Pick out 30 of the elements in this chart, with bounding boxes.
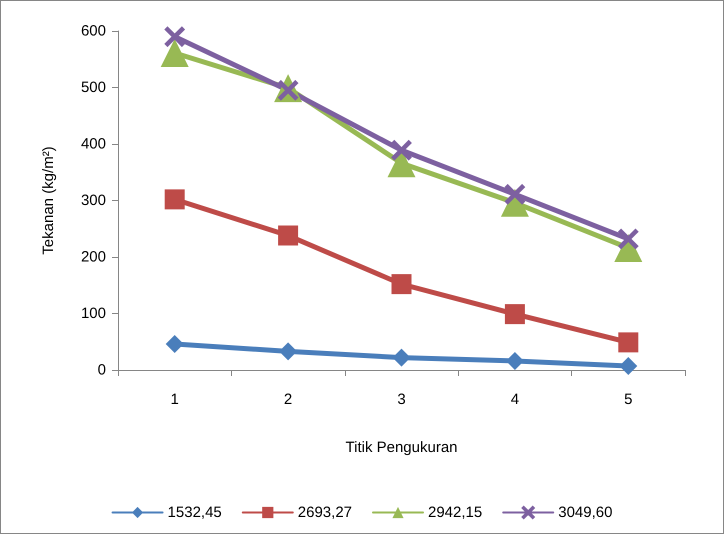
x-tick-label: 3 <box>397 391 406 408</box>
y-tick-label: 100 <box>80 305 106 322</box>
point <box>504 304 525 324</box>
legend-label: 2693,27 <box>298 504 352 521</box>
x-axis-title: Titik Pengukuran <box>345 439 458 456</box>
y-axis-title: Tekanan (kg/m²) <box>40 146 57 255</box>
point <box>392 274 412 294</box>
point <box>619 357 638 376</box>
point <box>164 26 185 47</box>
y-tick-label: 600 <box>80 22 106 40</box>
point <box>279 342 298 360</box>
y-tick-label: 200 <box>80 248 106 266</box>
point <box>164 189 185 210</box>
point <box>618 332 638 352</box>
point <box>160 39 189 68</box>
x-tick-label: 1 <box>170 391 179 408</box>
x-tick-label: 2 <box>284 391 292 408</box>
x-tick-label: 4 <box>510 391 520 408</box>
point <box>392 140 412 160</box>
legend-label: 2942,15 <box>428 504 482 521</box>
point <box>166 335 184 354</box>
x-tick-label: 5 <box>624 391 632 408</box>
legend-label: 1532,45 <box>168 504 222 521</box>
point <box>392 348 410 367</box>
y-tick-label: 300 <box>80 192 106 209</box>
y-tick-label: 0 <box>98 362 106 378</box>
point <box>278 226 298 246</box>
y-tick-label: 400 <box>80 136 106 152</box>
legend-label: 3049,60 <box>558 504 612 521</box>
y-tick-label: 500 <box>80 79 106 96</box>
